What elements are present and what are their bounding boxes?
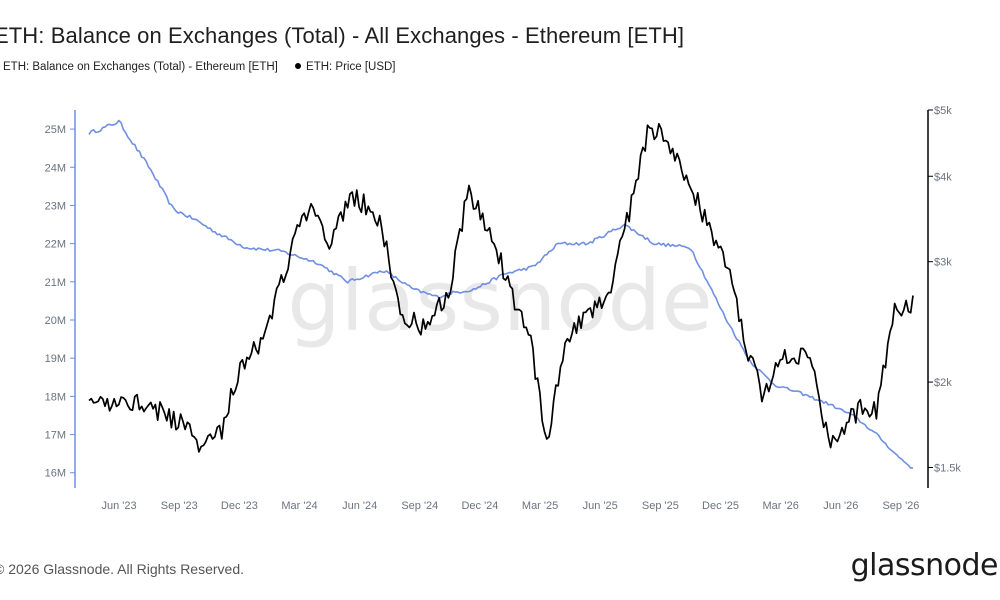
x-tick-label: Jun '24 [342, 500, 377, 512]
series-line-price [88, 122, 914, 453]
legend: ETH: Balance on Exchanges (Total) - Ethe… [0, 61, 410, 73]
x-tick-label: Sep '24 [401, 500, 438, 512]
chart-title: ETH: Balance on Exchanges (Total) - All … [0, 23, 685, 48]
legend-item-balance[interactable]: ETH: Balance on Exchanges (Total) - Ethe… [0, 61, 278, 73]
left-tick-label: 24M [45, 162, 66, 174]
left-tick-label: 20M [45, 315, 66, 327]
left-tick-label: 22M [45, 239, 66, 251]
legend-item-price[interactable]: ETH: Price [USD] [295, 61, 396, 73]
copyright-text: © 2026 Glassnode. All Rights Reserved. [0, 561, 245, 577]
x-tick-label: Mar '24 [281, 500, 317, 512]
x-tick-label: Jun '23 [102, 500, 137, 512]
x-tick-label: Sep '26 [882, 500, 919, 512]
left-tick-label: 18M [45, 391, 66, 403]
right-tick-label: $3k [934, 257, 952, 269]
left-tick-label: 25M [45, 124, 66, 136]
left-tick-label: 23M [45, 200, 66, 212]
left-tick-label: 19M [45, 353, 66, 365]
right-tick-label: $1.5k [934, 463, 961, 475]
right-tick-label: $4k [934, 171, 952, 183]
left-tick-label: 17M [45, 430, 66, 442]
x-tick-label: Jun '26 [823, 500, 858, 512]
left-tick-label: 16M [45, 468, 66, 480]
right-tick-label: $5k [934, 105, 952, 117]
x-tick-label: Jun '25 [583, 500, 618, 512]
x-tick-label: Dec '24 [461, 500, 498, 512]
x-tick-label: Sep '25 [642, 500, 679, 512]
right-tick-label: $2k [934, 377, 952, 389]
x-tick-label: Sep '23 [161, 500, 198, 512]
left-tick-label: 21M [45, 277, 66, 289]
x-tick-label: Dec '23 [221, 500, 258, 512]
legend-label-balance: ETH: Balance on Exchanges (Total) - Ethe… [3, 61, 278, 73]
legend-label-price: ETH: Price [USD] [306, 61, 396, 73]
series-line-balance [88, 119, 914, 469]
x-tick-label: Mar '26 [762, 500, 798, 512]
glassnode-logo[interactable]: glassnode [850, 548, 999, 583]
right-axis-ticks: $1.5k $2k $3k $4k $5k [928, 105, 961, 475]
left-axis-ticks: 16M 17M 18M 19M 20M 21M 22M 23M 24M 25M [45, 124, 75, 480]
x-axis-ticks: Jun '23 Sep '23 Dec '23 Mar '24 Jun '24 Sep '… [102, 500, 920, 512]
x-tick-label: Mar '25 [522, 500, 558, 512]
legend-marker-price [295, 63, 302, 69]
watermark-text: glassnode [287, 252, 712, 350]
x-tick-label: Dec '25 [702, 500, 739, 512]
